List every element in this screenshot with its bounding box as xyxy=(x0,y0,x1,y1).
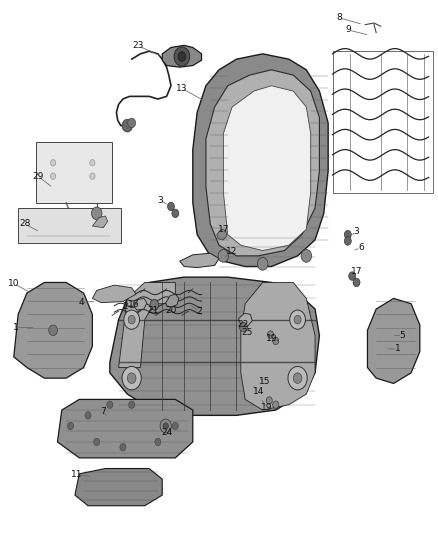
Text: 15: 15 xyxy=(259,377,271,386)
Circle shape xyxy=(290,310,305,329)
Text: 2: 2 xyxy=(197,307,202,316)
Text: 17: 17 xyxy=(351,268,362,276)
Text: 2: 2 xyxy=(122,302,128,311)
Circle shape xyxy=(50,160,56,166)
Polygon shape xyxy=(367,298,420,383)
Bar xyxy=(18,208,121,243)
Circle shape xyxy=(268,331,274,338)
Polygon shape xyxy=(57,399,193,458)
Circle shape xyxy=(258,257,268,270)
Text: 23: 23 xyxy=(133,42,144,51)
Circle shape xyxy=(160,419,171,433)
Circle shape xyxy=(90,173,95,179)
Circle shape xyxy=(129,401,135,408)
Text: 6: 6 xyxy=(358,244,364,253)
Circle shape xyxy=(178,52,186,61)
Circle shape xyxy=(349,272,356,280)
Polygon shape xyxy=(14,282,92,378)
Circle shape xyxy=(120,443,126,451)
Polygon shape xyxy=(166,294,179,307)
Circle shape xyxy=(150,300,159,310)
Circle shape xyxy=(163,423,168,429)
Circle shape xyxy=(124,310,140,329)
Polygon shape xyxy=(162,45,201,67)
Circle shape xyxy=(128,316,135,324)
Circle shape xyxy=(128,118,136,128)
Text: 1: 1 xyxy=(395,344,401,353)
Circle shape xyxy=(288,367,307,390)
Circle shape xyxy=(172,422,178,430)
Text: 25: 25 xyxy=(242,328,253,337)
Text: 3: 3 xyxy=(353,228,360,237)
Text: 4: 4 xyxy=(79,298,84,307)
Text: 8: 8 xyxy=(336,13,342,22)
Circle shape xyxy=(174,47,190,66)
Text: 24: 24 xyxy=(161,428,172,437)
Circle shape xyxy=(293,373,302,383)
Text: 5: 5 xyxy=(399,331,405,340)
Polygon shape xyxy=(119,282,175,368)
Circle shape xyxy=(240,322,247,332)
Circle shape xyxy=(92,207,102,220)
Text: 28: 28 xyxy=(19,220,30,229)
Polygon shape xyxy=(223,86,311,251)
Text: 13: 13 xyxy=(176,84,187,93)
Text: 3: 3 xyxy=(157,196,163,205)
Circle shape xyxy=(353,278,360,287)
Text: 19: 19 xyxy=(261,403,273,412)
Circle shape xyxy=(122,119,133,132)
Circle shape xyxy=(155,438,161,446)
Polygon shape xyxy=(217,229,227,240)
Bar xyxy=(35,142,112,203)
Text: 19: 19 xyxy=(265,334,277,343)
Circle shape xyxy=(266,397,272,404)
Circle shape xyxy=(107,401,113,408)
Polygon shape xyxy=(92,285,136,303)
Circle shape xyxy=(90,160,95,166)
Circle shape xyxy=(127,373,136,383)
Text: 17: 17 xyxy=(218,225,229,234)
Text: 10: 10 xyxy=(8,279,20,288)
Circle shape xyxy=(122,367,141,390)
Text: 7: 7 xyxy=(100,407,106,416)
Text: 12: 12 xyxy=(226,247,238,256)
Polygon shape xyxy=(241,282,315,410)
Circle shape xyxy=(273,337,279,345)
Circle shape xyxy=(49,325,57,336)
Circle shape xyxy=(172,209,179,217)
Text: 1: 1 xyxy=(13,323,19,332)
Circle shape xyxy=(67,422,74,430)
Text: 21: 21 xyxy=(148,305,159,314)
Polygon shape xyxy=(110,277,319,415)
Circle shape xyxy=(344,230,351,239)
Text: 16: 16 xyxy=(128,300,140,309)
Polygon shape xyxy=(239,313,252,326)
Circle shape xyxy=(167,202,174,211)
Polygon shape xyxy=(180,253,219,268)
Circle shape xyxy=(218,249,229,262)
Text: 20: 20 xyxy=(165,305,177,314)
Text: 14: 14 xyxy=(253,387,264,396)
Circle shape xyxy=(294,316,301,324)
Circle shape xyxy=(344,237,351,245)
Circle shape xyxy=(94,438,100,446)
Circle shape xyxy=(301,249,311,262)
Polygon shape xyxy=(193,54,328,266)
Text: 9: 9 xyxy=(345,26,351,35)
Text: 11: 11 xyxy=(71,471,83,479)
Text: 29: 29 xyxy=(32,172,43,181)
Polygon shape xyxy=(206,70,319,256)
Polygon shape xyxy=(75,469,162,506)
Text: 22: 22 xyxy=(237,320,249,329)
Circle shape xyxy=(50,173,56,179)
Circle shape xyxy=(85,411,91,419)
Circle shape xyxy=(273,401,279,408)
Polygon shape xyxy=(92,216,108,228)
Polygon shape xyxy=(134,298,147,310)
